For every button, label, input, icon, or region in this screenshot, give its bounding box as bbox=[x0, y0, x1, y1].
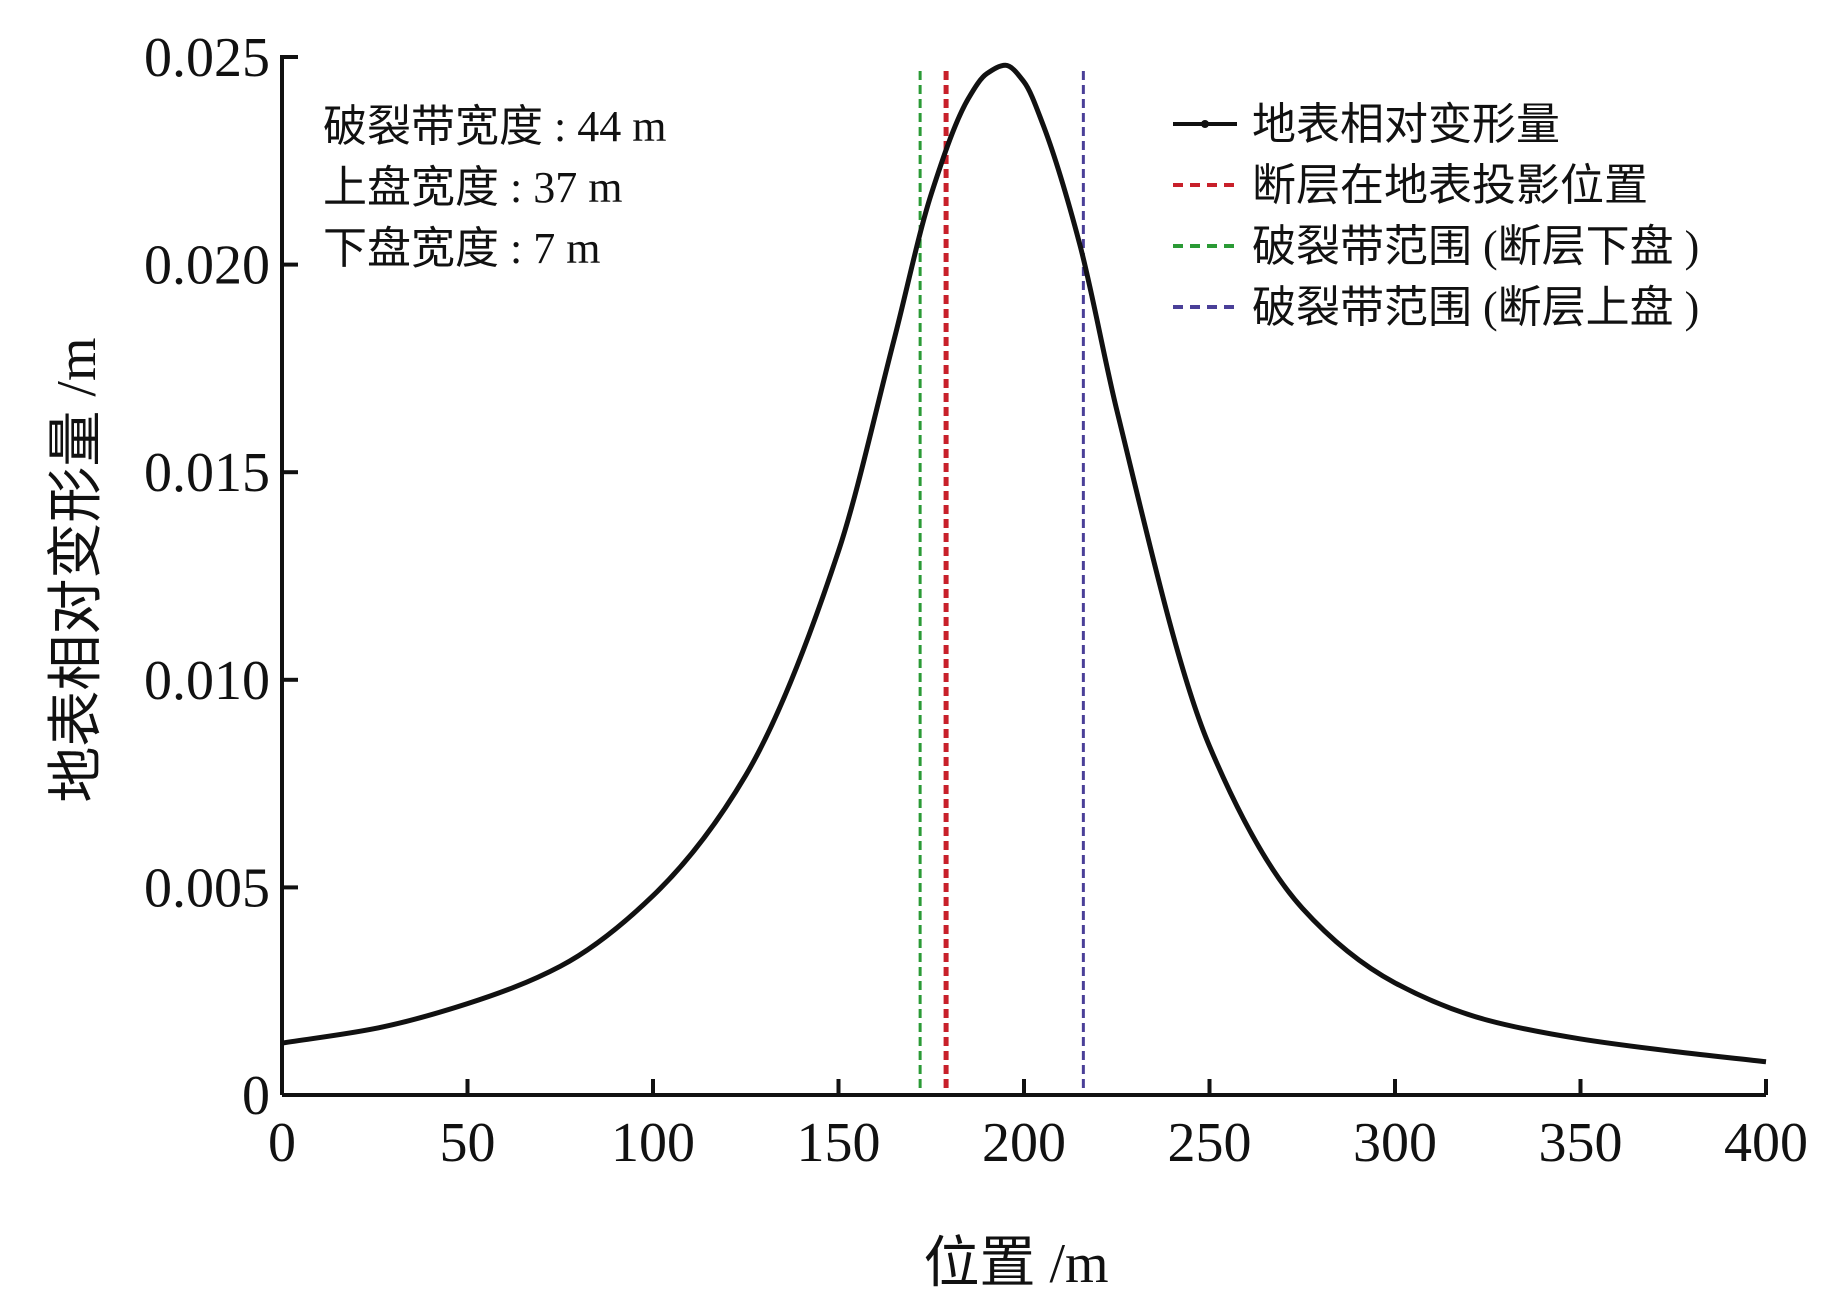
x-tick-label: 250 bbox=[1168, 1112, 1252, 1174]
plot-area bbox=[281, 62, 1767, 1095]
legend-entry: 地表相对变形量 bbox=[1173, 100, 1560, 149]
x-tick-label: 0 bbox=[268, 1112, 296, 1174]
y-tick-label: 0.015 bbox=[144, 442, 270, 504]
y-tick-label: 0.025 bbox=[144, 27, 270, 89]
x-tick-label: 100 bbox=[611, 1112, 695, 1174]
y-tick-label: 0.020 bbox=[144, 235, 270, 297]
deformation-curve bbox=[281, 62, 1767, 1065]
annotation-footwall-width: 下盘宽度 : 7 m bbox=[323, 224, 600, 273]
legend-label: 破裂带范围 (断层上盘 ) bbox=[1252, 283, 1699, 332]
axes: 0 50 100 150 200 250 300 350 400 0 0.005 0.010 0.015… bbox=[144, 27, 1808, 1174]
legend-entry: 破裂带范围 (断层上盘 ) bbox=[1173, 283, 1699, 332]
legend-label: 断层在地表投影位置 bbox=[1252, 161, 1648, 210]
x-tick-label: 150 bbox=[797, 1112, 881, 1174]
annotation-rupture-width: 破裂带宽度 : 44 m bbox=[323, 102, 666, 151]
x-tick-label: 50 bbox=[440, 1112, 496, 1174]
x-tick-label: 400 bbox=[1724, 1112, 1808, 1174]
legend-label: 地表相对变形量 bbox=[1252, 100, 1560, 149]
x-axis-title: 位置 /m bbox=[923, 1233, 1108, 1295]
legend-entry: 破裂带范围 (断层下盘 ) bbox=[1173, 222, 1699, 271]
annotation-box: 破裂带宽度 : 44 m 上盘宽度 : 37 m 下盘宽度 : 7 m bbox=[323, 102, 666, 273]
x-tick-label: 350 bbox=[1539, 1112, 1623, 1174]
legend-label: 破裂带范围 (断层下盘 ) bbox=[1252, 222, 1699, 271]
x-tick-label: 200 bbox=[982, 1112, 1066, 1174]
y-tick-label: 0.010 bbox=[144, 650, 270, 712]
annotation-hanging-wall-width: 上盘宽度 : 37 m bbox=[323, 163, 622, 212]
x-tick-label: 300 bbox=[1353, 1112, 1437, 1174]
y-tick-label: 0 bbox=[242, 1065, 270, 1127]
legend-swatch-marker bbox=[1201, 120, 1209, 128]
y-axis-title: 地表相对变形量 /m bbox=[46, 337, 108, 802]
legend-entry: 断层在地表投影位置 bbox=[1173, 161, 1648, 210]
y-tick-label: 0.005 bbox=[144, 857, 270, 919]
